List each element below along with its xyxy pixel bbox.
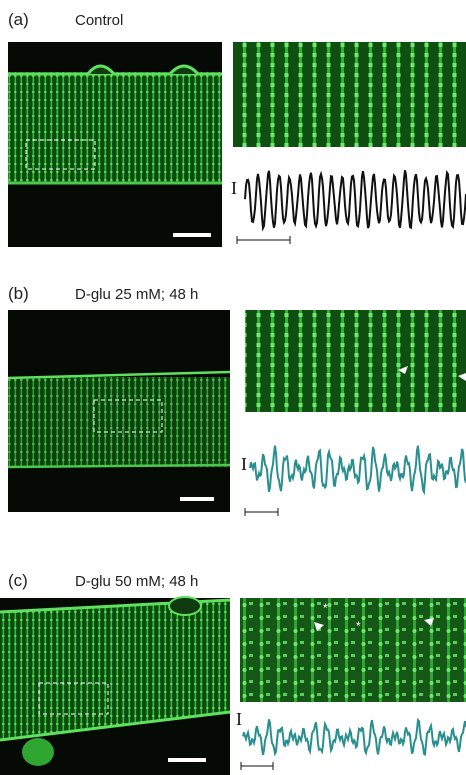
scale-bar	[173, 233, 211, 237]
myocyte	[8, 72, 222, 184]
panel-label: (a)	[8, 10, 29, 29]
nucleus	[86, 64, 200, 76]
panel-title: D-glu 50 mM; 48 h	[75, 573, 198, 590]
panel-title: D-glu 25 mM; 48 h	[75, 286, 198, 303]
arrow	[398, 366, 466, 381]
annotation: *	[356, 619, 361, 633]
intensity-profile	[249, 445, 466, 496]
panel-label: (b)	[8, 284, 29, 303]
scale-bar	[180, 497, 214, 501]
intensity-profile	[242, 717, 466, 757]
panel-label: (c)	[8, 571, 28, 590]
roi-box	[93, 399, 163, 433]
intensity-profile	[244, 169, 466, 232]
zoom-image	[240, 598, 466, 702]
zoom-image	[245, 310, 466, 412]
nucleus	[168, 596, 202, 616]
roi-box	[38, 682, 109, 715]
myocyte	[0, 600, 230, 740]
scale-bar	[236, 236, 291, 244]
scale-bar	[244, 508, 279, 516]
traces	[242, 169, 466, 757]
nucleus	[22, 738, 54, 766]
membrane	[7, 463, 231, 469]
scale-bar	[240, 762, 274, 770]
panel-title: Control	[75, 12, 123, 29]
axis-label: I	[231, 178, 237, 198]
zoom-image	[233, 42, 466, 147]
myocyte	[8, 377, 230, 467]
axis-label: I	[236, 709, 242, 729]
scale-bar	[168, 758, 206, 762]
annotation: *	[323, 601, 328, 615]
membrane	[7, 370, 231, 380]
axis-label: I	[241, 454, 247, 474]
